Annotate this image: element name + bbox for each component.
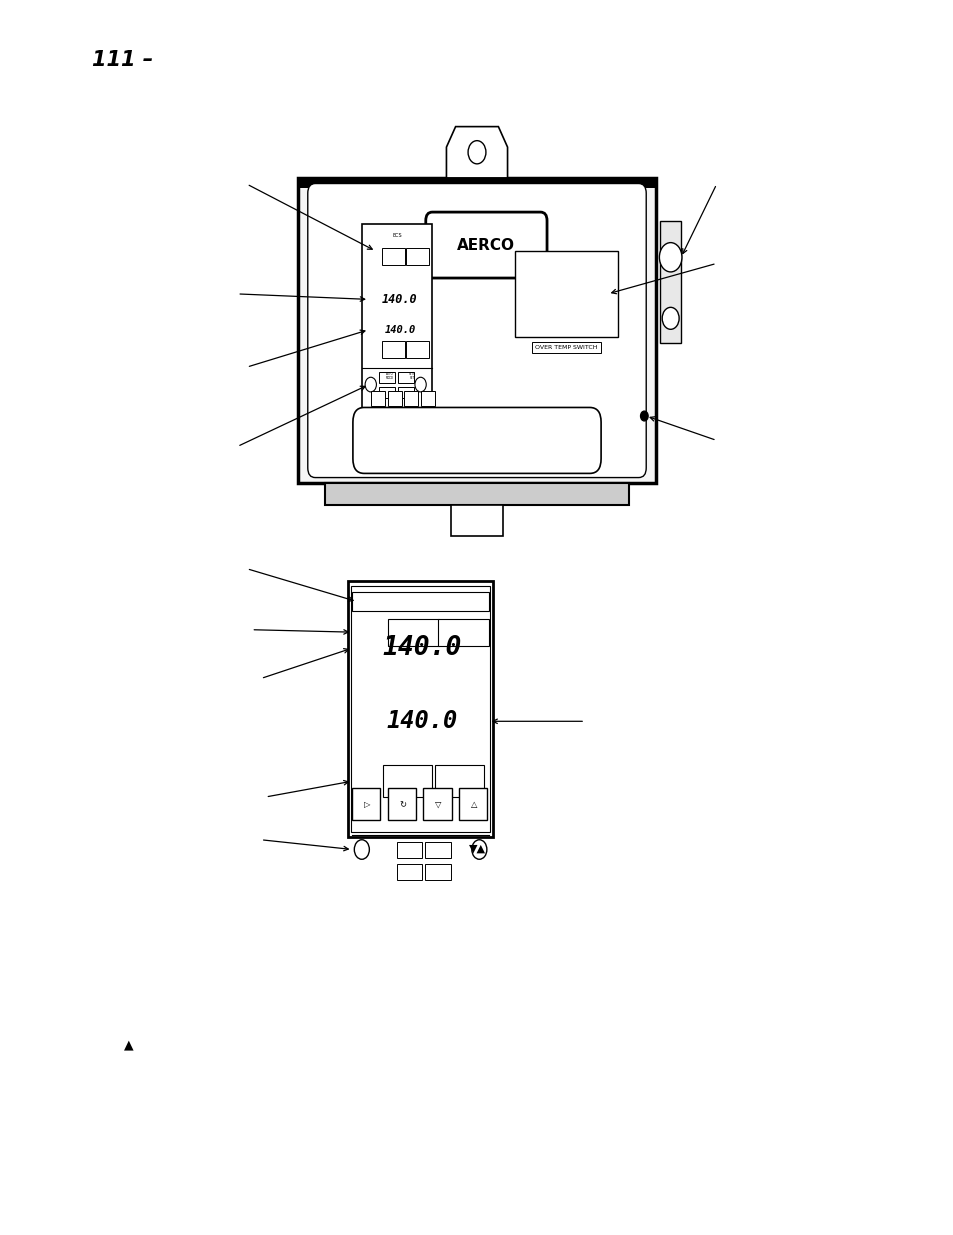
Text: 140.0: 140.0 xyxy=(382,635,461,661)
Circle shape xyxy=(661,308,679,330)
FancyBboxPatch shape xyxy=(353,408,600,473)
Text: TEMP CONTROLLER: TEMP CONTROLLER xyxy=(375,422,436,427)
Bar xyxy=(348,580,493,837)
Bar xyxy=(435,766,483,797)
Text: ▽: ▽ xyxy=(435,800,441,809)
Bar xyxy=(371,391,384,405)
Bar xyxy=(351,585,489,832)
Bar xyxy=(458,788,487,820)
Circle shape xyxy=(639,411,647,421)
Text: 140.0: 140.0 xyxy=(382,293,417,306)
Text: ↻: ↻ xyxy=(398,800,406,809)
Bar xyxy=(298,178,655,188)
Bar xyxy=(659,221,680,343)
FancyBboxPatch shape xyxy=(425,212,546,278)
Text: ▲: ▲ xyxy=(124,1039,133,1052)
Text: ECS: ECS xyxy=(392,233,401,238)
Bar xyxy=(420,391,435,405)
Bar xyxy=(298,178,655,483)
Circle shape xyxy=(468,141,485,164)
Bar xyxy=(379,372,395,383)
Bar xyxy=(403,391,417,405)
Bar xyxy=(387,788,416,820)
Circle shape xyxy=(415,377,426,391)
Text: △: △ xyxy=(471,800,476,809)
Bar xyxy=(379,387,395,398)
Bar xyxy=(387,619,439,646)
Bar xyxy=(425,842,450,858)
Bar xyxy=(396,864,422,881)
Bar xyxy=(397,387,414,398)
Text: 140.0: 140.0 xyxy=(387,709,457,734)
Polygon shape xyxy=(446,127,507,178)
Text: OVER TEMP SWITCH: OVER TEMP SWITCH xyxy=(535,346,597,351)
Circle shape xyxy=(354,840,369,860)
Bar xyxy=(396,842,422,858)
Circle shape xyxy=(472,840,486,860)
Bar xyxy=(352,592,488,611)
Bar xyxy=(352,788,379,820)
Circle shape xyxy=(365,377,376,391)
Text: AERCO: AERCO xyxy=(456,237,515,253)
Bar xyxy=(437,619,489,646)
Bar xyxy=(397,372,414,383)
Bar xyxy=(381,341,404,358)
Bar xyxy=(514,251,618,337)
Text: AUTO
MODE: AUTO MODE xyxy=(385,372,394,380)
Text: SETP
SET: SETP SET xyxy=(408,372,416,380)
Text: 140.0: 140.0 xyxy=(384,325,416,335)
Bar xyxy=(451,505,502,536)
Text: ▷: ▷ xyxy=(363,800,370,809)
Circle shape xyxy=(659,242,681,272)
Bar xyxy=(387,391,401,405)
Bar xyxy=(361,224,432,412)
Bar xyxy=(425,864,450,881)
Bar xyxy=(382,766,432,797)
Bar xyxy=(406,248,429,266)
Bar xyxy=(325,483,628,505)
Bar xyxy=(406,341,429,358)
Text: ▼▲: ▼▲ xyxy=(468,844,485,853)
Bar xyxy=(381,248,404,266)
Bar xyxy=(423,788,451,820)
Text: 111 –: 111 – xyxy=(91,49,152,69)
FancyBboxPatch shape xyxy=(308,184,645,478)
